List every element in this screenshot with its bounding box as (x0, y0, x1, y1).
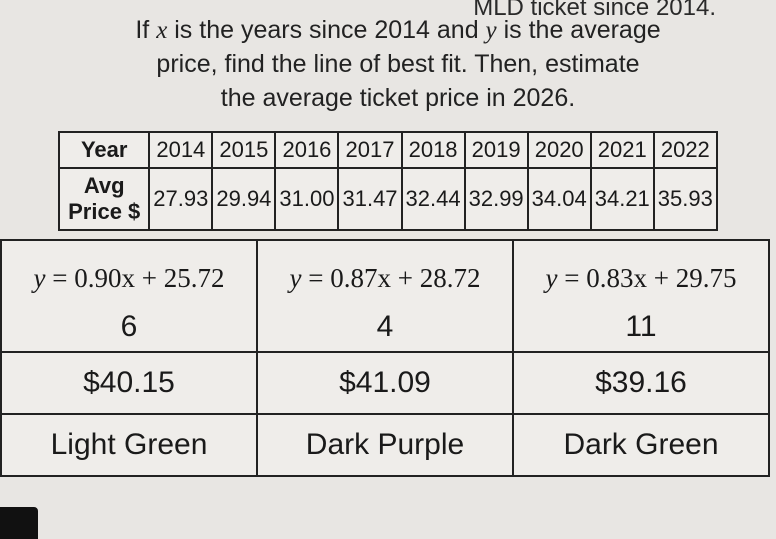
predicted-price: $41.09 (257, 352, 513, 414)
year-cell: 2020 (528, 132, 591, 168)
year-cell: 2018 (402, 132, 465, 168)
prompt-line1-mid: is the years since 2014 and (167, 16, 485, 44)
equation-rhs: = 0.87x + 28.72 (308, 263, 480, 293)
price-cell: 32.99 (465, 168, 528, 230)
page-corner-tab (0, 507, 38, 539)
table-row: Light Green Dark Purple Dark Green (1, 414, 769, 476)
year-cell: 2017 (338, 132, 401, 168)
year-cell: 2015 (212, 132, 275, 168)
option-number: 6 (2, 310, 256, 344)
answer-option-cell: y = 0.83x + 29.75 11 (513, 240, 769, 352)
option-number: 11 (514, 310, 768, 344)
answer-option-cell: y = 0.90x + 25.72 6 (1, 240, 257, 352)
color-label: Dark Green (513, 414, 769, 476)
price-cell: 27.93 (149, 168, 212, 230)
prompt-line1-pre: If (135, 16, 156, 44)
table-row: y = 0.90x + 25.72 6 y = 0.87x + 28.72 4 … (1, 240, 769, 352)
cropped-header-fragment: MLD ticket since 2014. (473, 0, 716, 22)
variable-x: x (156, 17, 167, 44)
year-cell: 2016 (275, 132, 338, 168)
color-label: Light Green (1, 414, 257, 476)
equation-lhs: y (290, 263, 302, 293)
predicted-price: $39.16 (513, 352, 769, 414)
price-cell: 34.21 (591, 168, 654, 230)
answer-table: y = 0.90x + 25.72 6 y = 0.87x + 28.72 4 … (0, 239, 770, 477)
prompt-line2: price, find the line of best fit. Then, … (156, 50, 639, 78)
equation-rhs: = 0.90x + 25.72 (52, 263, 224, 293)
option-number: 4 (258, 310, 512, 344)
price-cell: 32.44 (402, 168, 465, 230)
equation-lhs: y (546, 263, 558, 293)
price-cell: 34.04 (528, 168, 591, 230)
table-row: Year 2014 2015 2016 2017 2018 2019 2020 … (59, 132, 717, 168)
data-table: Year 2014 2015 2016 2017 2018 2019 2020 … (58, 131, 718, 231)
year-cell: 2021 (591, 132, 654, 168)
price-cell: 31.00 (275, 168, 338, 230)
prompt-line3: the average ticket price in 2026. (221, 84, 575, 112)
equation: y = 0.90x + 25.72 (2, 263, 256, 294)
row-header-year: Year (59, 132, 149, 168)
year-cell: 2022 (654, 132, 717, 168)
price-cell: 29.94 (212, 168, 275, 230)
row-header-price-label: AvgPrice $ (68, 173, 140, 225)
table-row: $40.15 $41.09 $39.16 (1, 352, 769, 414)
year-cell: 2014 (149, 132, 212, 168)
table-row: AvgPrice $ 27.93 29.94 31.00 31.47 32.44… (59, 168, 717, 230)
equation: y = 0.87x + 28.72 (258, 263, 512, 294)
price-cell: 35.93 (654, 168, 717, 230)
equation: y = 0.83x + 29.75 (514, 263, 768, 294)
price-cell: 31.47 (338, 168, 401, 230)
year-cell: 2019 (465, 132, 528, 168)
color-label: Dark Purple (257, 414, 513, 476)
answer-option-cell: y = 0.87x + 28.72 4 (257, 240, 513, 352)
row-header-price: AvgPrice $ (59, 168, 149, 230)
equation-lhs: y (34, 263, 46, 293)
equation-rhs: = 0.83x + 29.75 (564, 263, 736, 293)
predicted-price: $40.15 (1, 352, 257, 414)
